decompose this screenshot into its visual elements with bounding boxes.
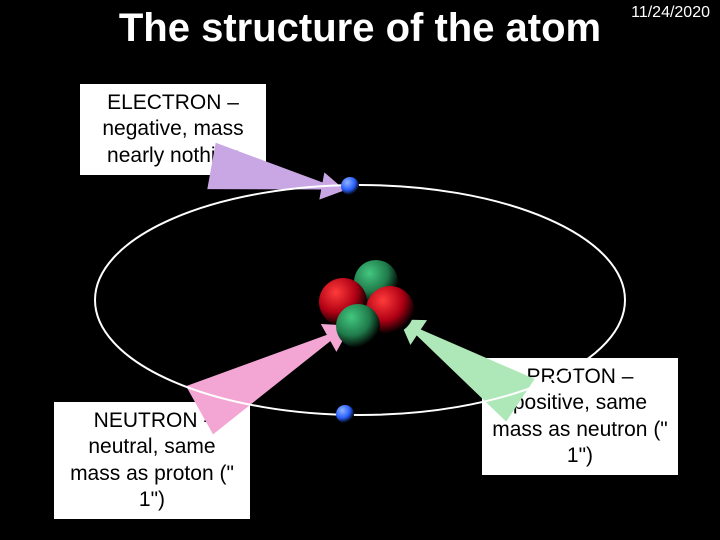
neutron-label-box: NEUTRON - neutral, same mass as proton (… [52, 400, 252, 521]
proton-particle [366, 286, 414, 334]
proton-label-body: positive, same mass as neutron (" 1") [492, 390, 668, 469]
neutron-label-title: NEUTRON - [64, 408, 240, 434]
electron-label-body: negative, mass nearly nothing [90, 116, 256, 169]
electron-layer [336, 177, 359, 423]
neutron-particle [336, 304, 380, 348]
electron-particle [341, 177, 359, 195]
page-title: The structure of the atom [0, 6, 720, 51]
proton-label-box: PROTON – positive, same mass as neutron … [480, 356, 680, 477]
proton-particle [319, 278, 367, 326]
neutron-particle [354, 260, 398, 304]
neutron-label-body: neutral, same mass as proton (" 1") [64, 434, 240, 513]
electron-label-box: ELECTRON – negative, mass nearly nothing [78, 82, 268, 177]
electron-particle [336, 405, 354, 423]
electron-label-title: ELECTRON – [90, 90, 256, 116]
proton-label-title: PROTON – [492, 364, 668, 390]
date-stamp: 11/24/2020 [631, 4, 710, 22]
nucleus-layer [319, 260, 414, 348]
